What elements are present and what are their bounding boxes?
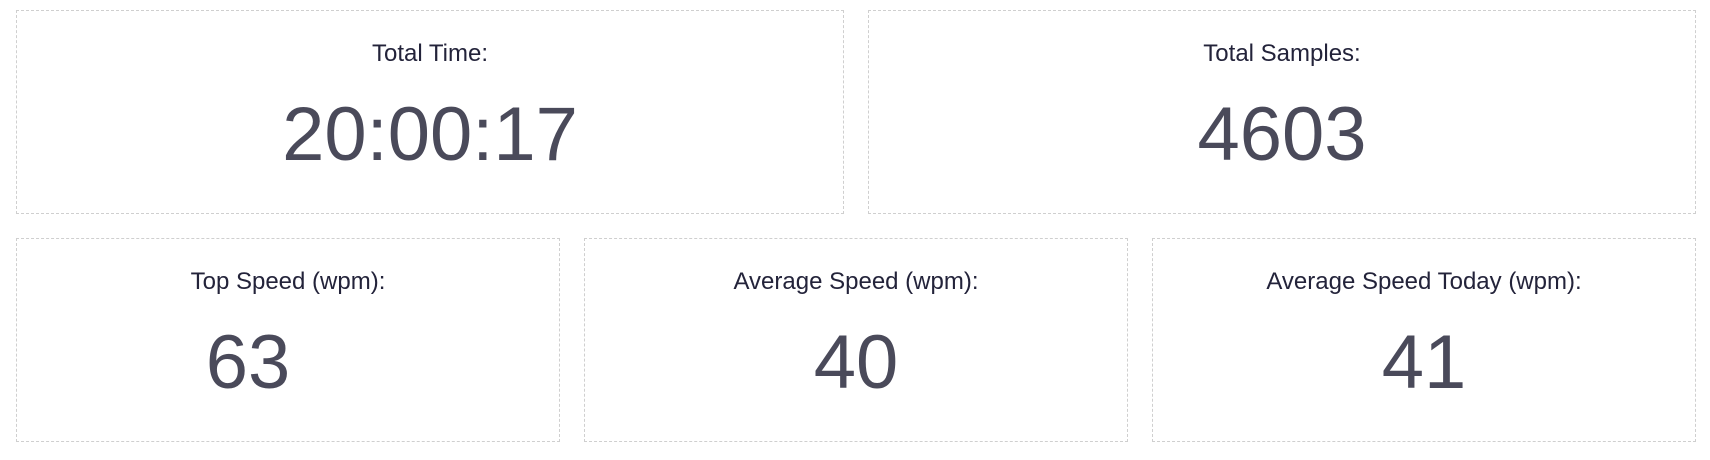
stat-label-average-speed-today: Average Speed Today (wpm): <box>1266 268 1582 295</box>
stat-value-average-speed: 40 <box>813 320 899 405</box>
stat-value-total-time: 20:00:17 <box>282 92 578 177</box>
stat-card-total-time: Total Time: 20:00:17 <box>16 10 844 214</box>
stat-label-average-speed: Average Speed (wpm): <box>733 268 979 295</box>
stat-label-total-samples: Total Samples: <box>1203 40 1361 67</box>
stat-card-total-samples: Total Samples: 4603 <box>868 10 1696 214</box>
stat-value-average-speed-today: 41 <box>1381 320 1467 405</box>
stat-card-top-speed: Top Speed (wpm): 63 <box>16 238 560 442</box>
stat-card-average-speed: Average Speed (wpm): 40 <box>584 238 1128 442</box>
stat-value-total-samples: 4603 <box>1197 92 1367 177</box>
stat-label-top-speed: Top Speed (wpm): <box>190 268 386 295</box>
stat-label-total-time: Total Time: <box>371 40 489 67</box>
stat-value-top-speed: 63 <box>205 320 291 405</box>
stat-card-average-speed-today: Average Speed Today (wpm): 41 <box>1152 238 1696 442</box>
